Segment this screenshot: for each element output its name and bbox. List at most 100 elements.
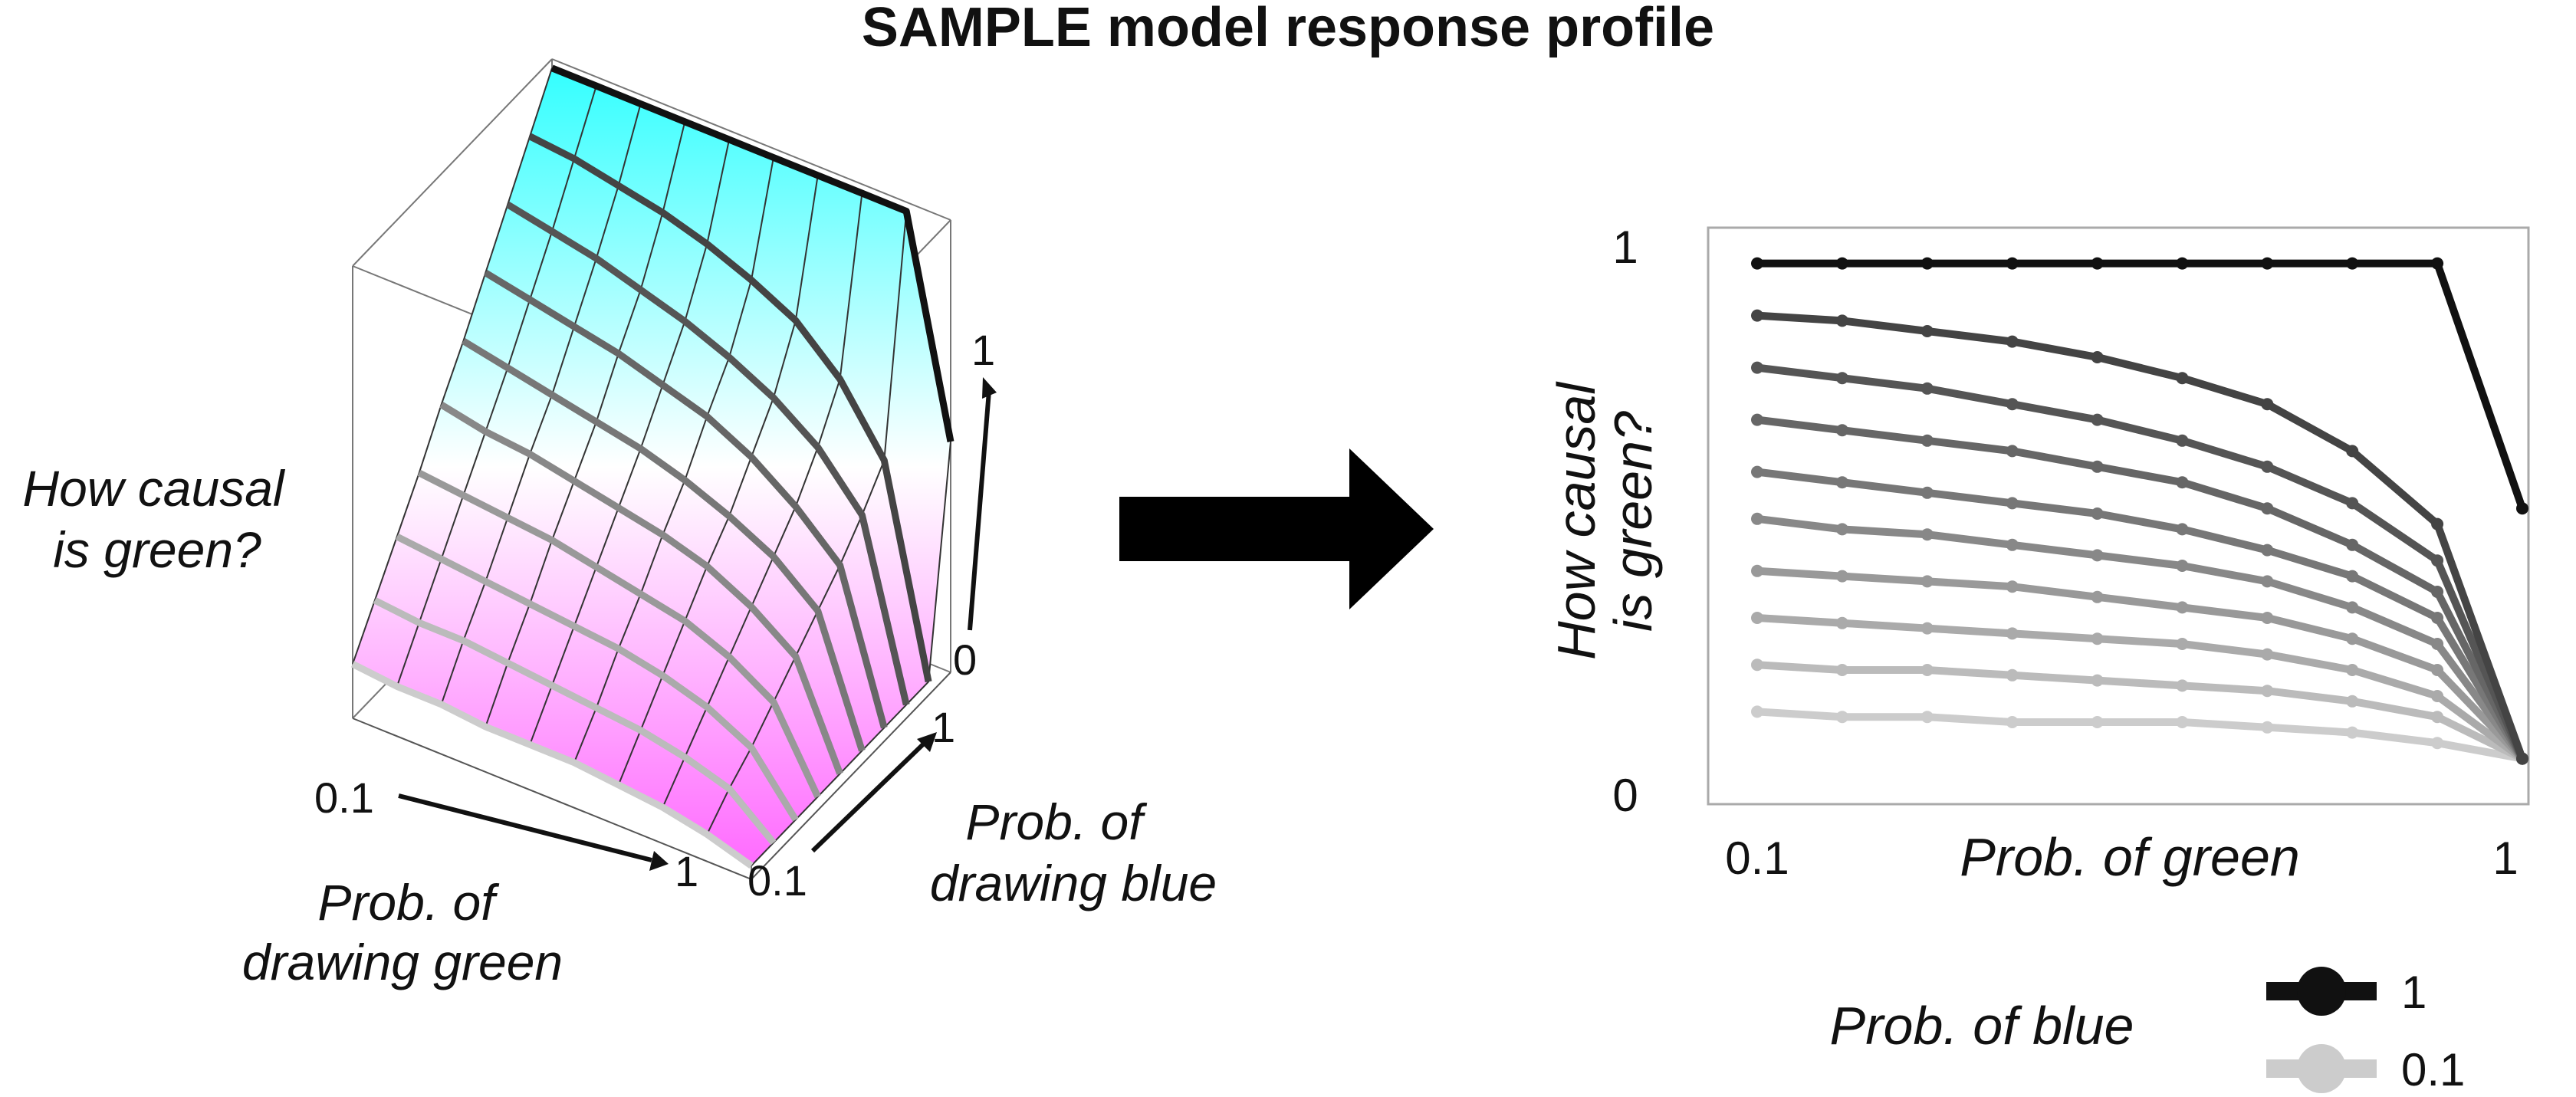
series-point-blue-0.2-0.1 — [1751, 659, 1763, 672]
series-point-blue-0.8-0.8 — [2346, 497, 2359, 510]
surface-curve-blue-0.1 — [350, 661, 754, 869]
series-point-blue-0.1-0.7 — [2261, 721, 2274, 734]
z-tick-0: 0 — [953, 636, 977, 684]
mesh-line-green-0.5 — [529, 139, 731, 745]
series-point-blue-0.3-0.7 — [2261, 648, 2274, 661]
surface-curve-blue-0.3 — [395, 533, 799, 822]
series-point-blue-0.1-0.3 — [1921, 711, 1934, 724]
surface-curve-blue-0.8 — [505, 201, 910, 706]
series-point-blue-1-0.9 — [2431, 257, 2444, 270]
series-point-blue-0.3-0.3 — [1921, 622, 1934, 635]
y-axis-arrow — [810, 732, 937, 853]
series-point-blue-0.8-0.9 — [2431, 554, 2444, 567]
x-tick-0.1: 0.1 — [1725, 833, 1789, 884]
series-point-blue-1-0.1 — [1751, 257, 1763, 270]
y-axis-label-line1: How causal — [1546, 381, 1606, 660]
mesh-line-green-0.4 — [485, 121, 686, 728]
legend: Prob. of blue 1 0.1 — [1830, 967, 2465, 1095]
series-point-blue-0.5-0.5 — [2091, 549, 2104, 562]
series-point-blue-0.8-0.7 — [2261, 460, 2274, 473]
series-point-blue-0.7-0.7 — [2261, 502, 2274, 515]
y-tick-0: 0 — [1612, 770, 1638, 821]
series-point-blue-1-0.7 — [2261, 257, 2274, 270]
series-point-blue-0.8-0.1 — [1751, 361, 1763, 374]
x-tick-1: 1 — [2492, 833, 2518, 884]
series-point-blue-0.4-0.1 — [1751, 564, 1763, 577]
surface-curves — [350, 64, 955, 869]
mesh-line-green-0.1 — [352, 67, 553, 665]
y-axis-label-line1: Prob. of — [965, 793, 1148, 850]
surface-mesh — [352, 67, 951, 866]
series-point-blue-0.2-0.2 — [1835, 664, 1848, 676]
series-point-blue-0.2-0.3 — [1921, 664, 1934, 676]
series-point-blue-0.4-0.5 — [2091, 590, 2104, 603]
legend-entry-1: 1 — [2266, 967, 2426, 1018]
z-tick-1: 1 — [971, 326, 995, 374]
mesh-line-green-0.3 — [440, 103, 642, 705]
series-point-blue-0.9-0.3 — [1921, 325, 1934, 337]
z-axis-arrow — [968, 377, 997, 631]
y-axis-label-line2: drawing blue — [930, 855, 1217, 911]
series-point-blue-0.6-0.5 — [2091, 507, 2104, 520]
series-point-blue-0.7-0.2 — [1835, 424, 1848, 437]
series-point-blue-1-0.5 — [2091, 257, 2104, 270]
series-point-blue-0.2-0.9 — [2431, 711, 2444, 724]
series-point-blue-0.3-0.5 — [2091, 632, 2104, 645]
x-axis-label: Prob. of green — [1960, 827, 2300, 887]
figure-title: SAMPLE model response profile — [861, 0, 1715, 58]
legend-label-1: 1 — [2401, 967, 2426, 1018]
series-point-blue-0.8-0.3 — [1921, 382, 1934, 395]
series-point-blue-0.1-0.9 — [2431, 737, 2444, 750]
series-line-blue-0.2 — [1756, 661, 2525, 763]
line-series-group — [1751, 257, 2528, 765]
series-point-blue-0.5-0.2 — [1835, 523, 1848, 536]
box-edge-2 — [551, 58, 951, 221]
series-point-blue-0.3-0.6 — [2176, 638, 2189, 650]
series-point-blue-0.9-0.9 — [2431, 517, 2444, 530]
series-point-blue-0.5-0.3 — [1921, 528, 1934, 541]
series-point-blue-1-0.8 — [2346, 257, 2359, 270]
series-point-blue-0.1-0.1 — [1751, 705, 1763, 718]
series-point-blue-0.7-0.1 — [1751, 413, 1763, 426]
series-point-blue-0.6-0.3 — [1921, 486, 1934, 499]
z-axis-label-line2: is green? — [53, 521, 261, 578]
surface-curve-blue-0.7 — [483, 269, 888, 729]
series-point-blue-0.3-0.1 — [1751, 612, 1763, 624]
surface-curve-blue-0.9 — [528, 133, 932, 683]
series-line-blue-0.3 — [1756, 614, 2525, 762]
series-line-blue-0.5 — [1756, 514, 2526, 761]
series-point-blue-0.5-0.7 — [2261, 575, 2274, 588]
legend-entry-0.1: 0.1 — [2266, 1044, 2465, 1095]
series-point-blue-0.1-0.2 — [1835, 711, 1848, 724]
series-point-blue-0.1-0.8 — [2346, 726, 2359, 739]
series-point-blue-0.9-0.7 — [2261, 398, 2274, 411]
series-point-blue-0.9-0.6 — [2176, 372, 2189, 385]
series-point-blue-0.1-0.5 — [2091, 716, 2104, 728]
series-point-blue-0.4-0.8 — [2346, 632, 2359, 645]
surface-curve-blue-0.6 — [462, 337, 866, 752]
series-line-blue-0.8 — [1756, 363, 2526, 760]
surface-curve-blue-0.5 — [439, 402, 843, 775]
x-tick-1: 1 — [675, 847, 698, 895]
series-point-blue-0.5-0.1 — [1751, 512, 1763, 525]
series-point-blue-0.6-0.1 — [1751, 465, 1763, 478]
series-point-blue-0.2-0.4 — [2006, 668, 2019, 682]
mesh-line-green-0.7 — [617, 175, 819, 786]
series-line-blue-0.9 — [1756, 311, 2526, 760]
surface-curve-blue-1 — [550, 64, 955, 442]
series-point-blue-0.4-0.4 — [2006, 580, 2019, 593]
series-point-blue-0.6-0.9 — [2431, 612, 2444, 624]
series-point-blue-0.8-0.5 — [2091, 413, 2104, 426]
series-point-blue-0.1-0.6 — [2176, 716, 2189, 728]
series-point-blue-0.8-0.4 — [2006, 398, 2019, 411]
series-point-blue-0.2-0.5 — [2091, 674, 2104, 687]
series-line-blue-0.6 — [1756, 468, 2526, 761]
box-front-edge-0 — [352, 718, 752, 880]
series-point-blue-0.3-0.4 — [2006, 627, 2019, 640]
z-axis-label-line1: How causal — [22, 460, 285, 517]
series-point-blue-0.1-0.4 — [2006, 716, 2019, 728]
mesh-line-green-0.9 — [706, 211, 908, 835]
series-point-blue-0.5-0.8 — [2346, 601, 2359, 614]
series-point-blue-0.5-0.6 — [2176, 560, 2189, 572]
